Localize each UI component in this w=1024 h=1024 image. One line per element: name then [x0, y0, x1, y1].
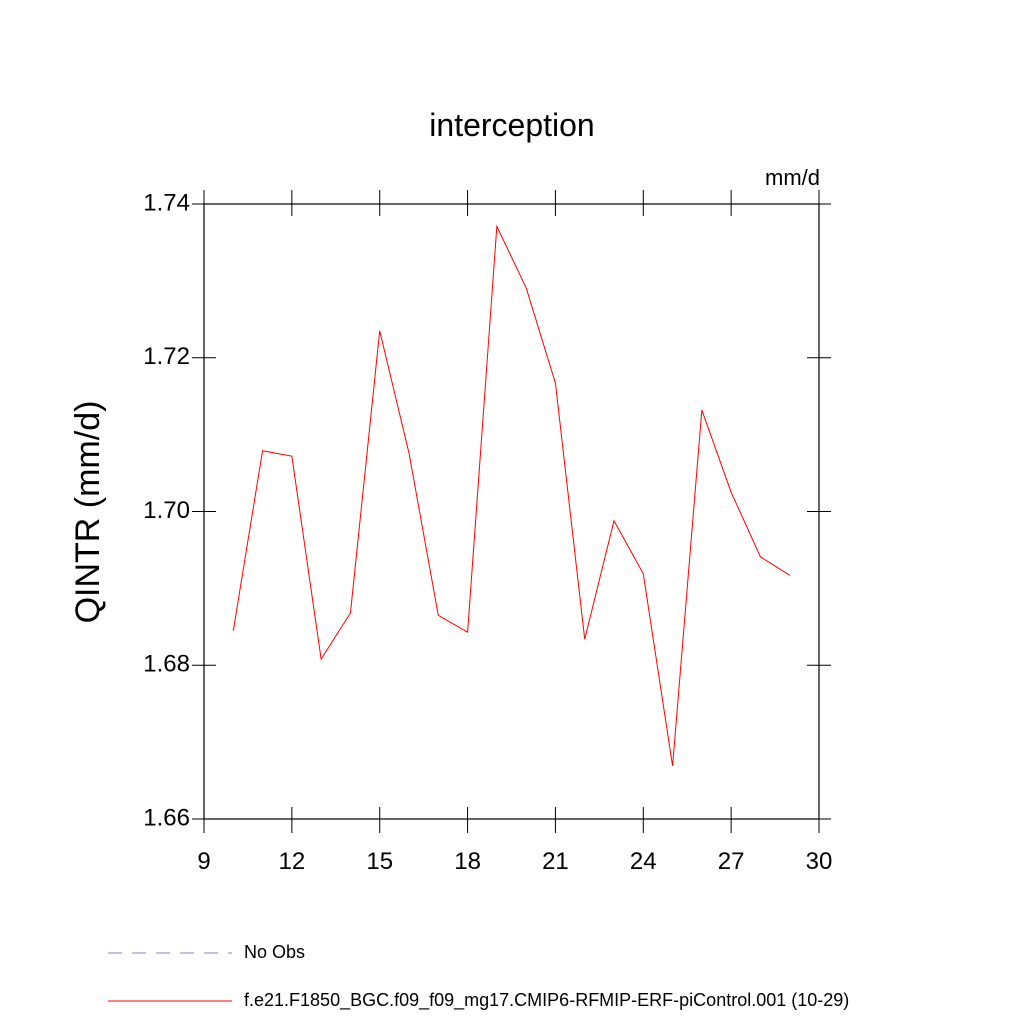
data-line	[232, 224, 790, 767]
y-tick-label: 1.66	[143, 804, 190, 831]
y-tick-label: 1.70	[143, 497, 190, 524]
y-tick-label: 1.72	[143, 343, 190, 370]
x-tick-label: 30	[806, 848, 833, 875]
y-tick-label: 1.74	[143, 189, 190, 216]
x-tick-label: 24	[630, 848, 657, 875]
x-tick-label: 21	[542, 848, 569, 875]
chart-title: interception	[429, 107, 594, 143]
y-axis-label: QINTR (mm/d)	[69, 401, 107, 624]
x-tick-label: 12	[279, 848, 306, 875]
y-tick-label: 1.68	[143, 651, 190, 678]
units-label: mm/d	[765, 165, 820, 190]
x-tick-label: 27	[718, 848, 745, 875]
x-tick-label: 18	[454, 848, 481, 875]
x-tick-label: 9	[197, 848, 210, 875]
legend-label: No Obs	[244, 942, 305, 962]
x-tick-label: 15	[366, 848, 393, 875]
legend-label: f.e21.F1850_BGC.f09_f09_mg17.CMIP6-RFMIP…	[244, 990, 849, 1011]
